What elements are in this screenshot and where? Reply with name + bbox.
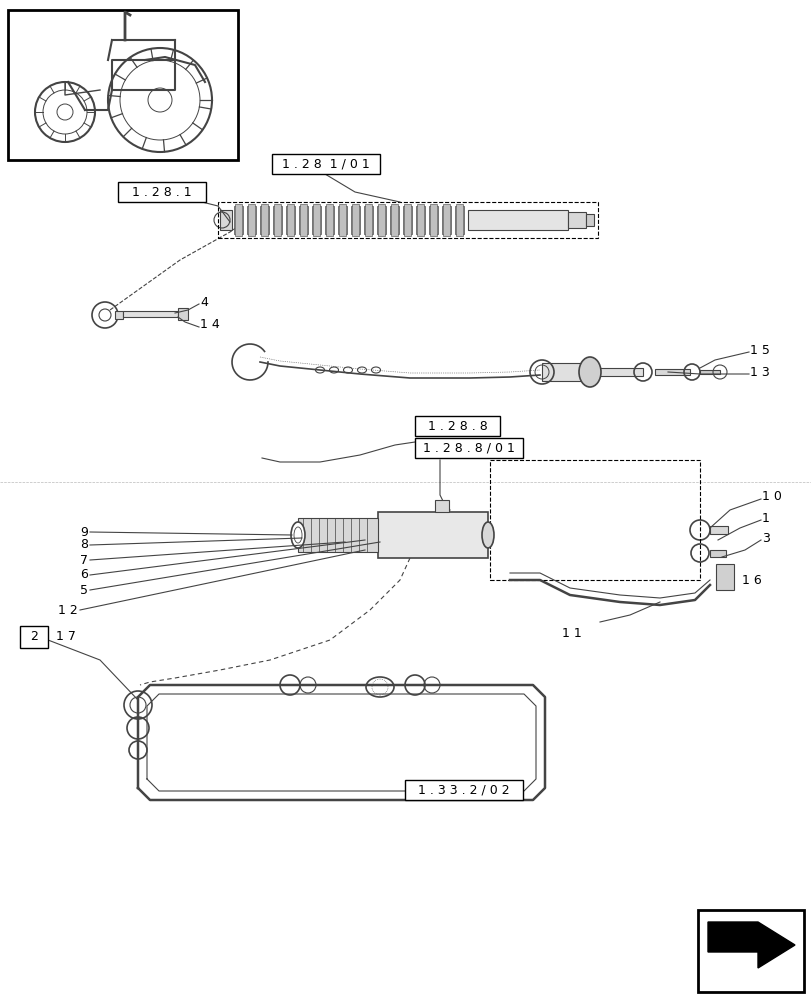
Polygon shape — [707, 922, 794, 968]
Text: 3: 3 — [761, 532, 769, 544]
Bar — [414, 416, 500, 436]
Text: 1 7: 1 7 — [56, 630, 75, 644]
Text: 5: 5 — [80, 584, 88, 596]
Bar — [311, 206, 320, 234]
Bar — [273, 204, 281, 236]
Bar — [389, 206, 398, 234]
Bar — [715, 564, 733, 590]
Bar — [118, 182, 206, 202]
Bar — [272, 206, 281, 234]
Text: 1 4: 1 4 — [200, 318, 220, 332]
Bar — [217, 202, 597, 238]
Bar — [247, 204, 255, 236]
Text: 1 . 2 8 . 8 / 0 1: 1 . 2 8 . 8 / 0 1 — [423, 442, 514, 454]
Text: 1 3: 1 3 — [749, 365, 769, 378]
Bar — [234, 204, 242, 236]
Bar — [454, 206, 463, 234]
Bar — [699, 370, 719, 374]
Bar — [351, 204, 358, 236]
Bar — [456, 204, 462, 236]
Text: 2: 2 — [30, 630, 38, 644]
Bar — [20, 626, 48, 648]
Text: 1 6: 1 6 — [741, 574, 761, 587]
Bar — [234, 206, 242, 234]
Text: 7: 7 — [80, 554, 88, 566]
Bar — [285, 206, 294, 234]
Ellipse shape — [482, 522, 493, 548]
Text: 1 . 2 8 . 1: 1 . 2 8 . 1 — [132, 186, 191, 199]
Bar — [272, 154, 380, 174]
Bar — [115, 311, 122, 319]
Bar — [324, 206, 333, 234]
Bar — [363, 206, 372, 234]
Text: 1 1: 1 1 — [561, 627, 581, 640]
Bar — [541, 363, 586, 381]
Bar — [220, 210, 232, 230]
Text: 1 . 2 8 . 8: 1 . 2 8 . 8 — [427, 420, 487, 432]
Bar — [298, 206, 307, 234]
Bar — [415, 206, 424, 234]
Bar — [414, 438, 522, 458]
Bar — [376, 206, 385, 234]
Bar — [312, 204, 320, 236]
Bar — [441, 206, 450, 234]
Bar — [286, 204, 294, 236]
Bar — [298, 518, 378, 552]
Bar — [709, 550, 725, 557]
Bar — [404, 204, 410, 236]
Text: 9: 9 — [80, 526, 88, 538]
Bar — [178, 308, 188, 320]
Bar — [247, 206, 255, 234]
Bar — [489, 460, 699, 580]
Text: 1 . 3 3 . 2 / 0 2: 1 . 3 3 . 2 / 0 2 — [418, 784, 509, 796]
Bar — [8, 10, 238, 160]
Bar — [430, 204, 436, 236]
Bar — [402, 206, 411, 234]
Bar — [597, 368, 642, 376]
Bar — [260, 204, 268, 236]
Bar — [654, 369, 689, 375]
Bar — [435, 500, 448, 512]
Bar — [391, 204, 397, 236]
Bar — [365, 204, 371, 236]
Bar — [378, 204, 384, 236]
Bar — [467, 210, 568, 230]
Text: 1 5: 1 5 — [749, 344, 769, 357]
Bar — [568, 212, 586, 228]
Ellipse shape — [578, 357, 600, 387]
Bar — [260, 206, 268, 234]
Bar — [337, 206, 346, 234]
Bar — [417, 204, 423, 236]
Text: 1 . 2 8  1 / 0 1: 1 . 2 8 1 / 0 1 — [281, 158, 370, 171]
Bar — [428, 206, 437, 234]
Bar — [338, 204, 345, 236]
Bar — [586, 214, 594, 226]
Ellipse shape — [290, 522, 305, 548]
Text: 6: 6 — [80, 568, 88, 582]
Bar — [350, 206, 359, 234]
Text: 8: 8 — [80, 538, 88, 552]
Bar — [405, 780, 522, 800]
Bar — [299, 204, 307, 236]
Bar — [378, 512, 487, 558]
Text: 1 2: 1 2 — [58, 603, 78, 616]
Bar — [697, 910, 803, 992]
Bar — [122, 311, 178, 317]
Bar — [325, 204, 333, 236]
Text: 1: 1 — [761, 512, 769, 524]
Text: 1 0: 1 0 — [761, 490, 781, 504]
Bar — [443, 204, 449, 236]
Bar — [709, 526, 727, 534]
Text: 4: 4 — [200, 296, 208, 308]
